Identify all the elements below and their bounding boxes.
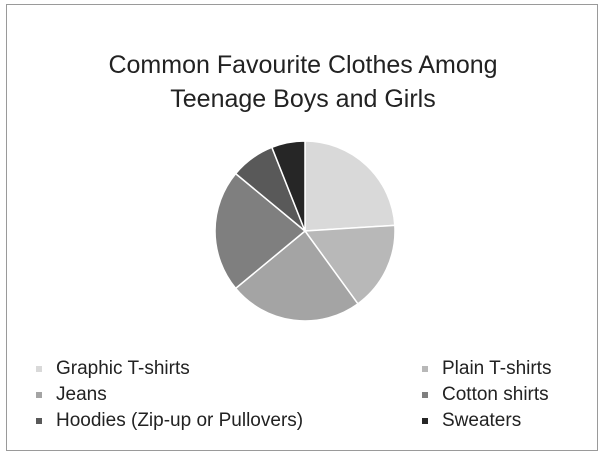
- legend-label-sweaters: Sweaters: [442, 410, 522, 431]
- legend-label-plain-t-shirts: Plain T-shirts: [442, 358, 552, 379]
- legend-swatch-plain-t-shirts: [422, 366, 428, 372]
- legend-item-plain-t-shirts: Plain T-shirts: [422, 358, 592, 380]
- legend-swatch-jeans: [36, 392, 42, 398]
- legend-swatch-sweaters: [422, 418, 428, 424]
- chart-title: Common Favourite Clothes Among Teenage B…: [0, 48, 606, 116]
- legend-label-hoodies: Hoodies (Zip-up or Pullovers): [56, 410, 304, 431]
- legend-label-graphic-t-shirts: Graphic T-shirts: [56, 358, 190, 379]
- legend-item-sweaters: Sweaters: [422, 410, 592, 432]
- legend-swatch-graphic-t-shirts: [36, 366, 42, 372]
- pie-slice-plain-t-shirts: [303, 224, 396, 305]
- chart-title-line-2: Teenage Boys and Girls: [170, 85, 436, 113]
- chart-title-line-1: Common Favourite Clothes Among: [108, 51, 498, 79]
- pie-slice-graphic-t-shirts: [304, 140, 396, 232]
- legend-swatch-cotton-shirts: [422, 392, 428, 398]
- legend-label-jeans: Jeans: [56, 384, 107, 405]
- pie-slice-jeans: [234, 229, 359, 322]
- pie-slice-sweaters: [270, 140, 306, 232]
- legend-item-hoodies: Hoodies (Zip-up or Pullovers): [36, 410, 356, 432]
- pie-slice-cotton-shirts: [214, 172, 307, 290]
- legend-item-cotton-shirts: Cotton shirts: [422, 384, 592, 406]
- legend-item-jeans: Jeans: [36, 384, 336, 406]
- legend-item-graphic-t-shirts: Graphic T-shirts: [36, 358, 336, 380]
- legend-swatch-hoodies: [36, 418, 42, 424]
- legend-label-cotton-shirts: Cotton shirts: [442, 384, 549, 405]
